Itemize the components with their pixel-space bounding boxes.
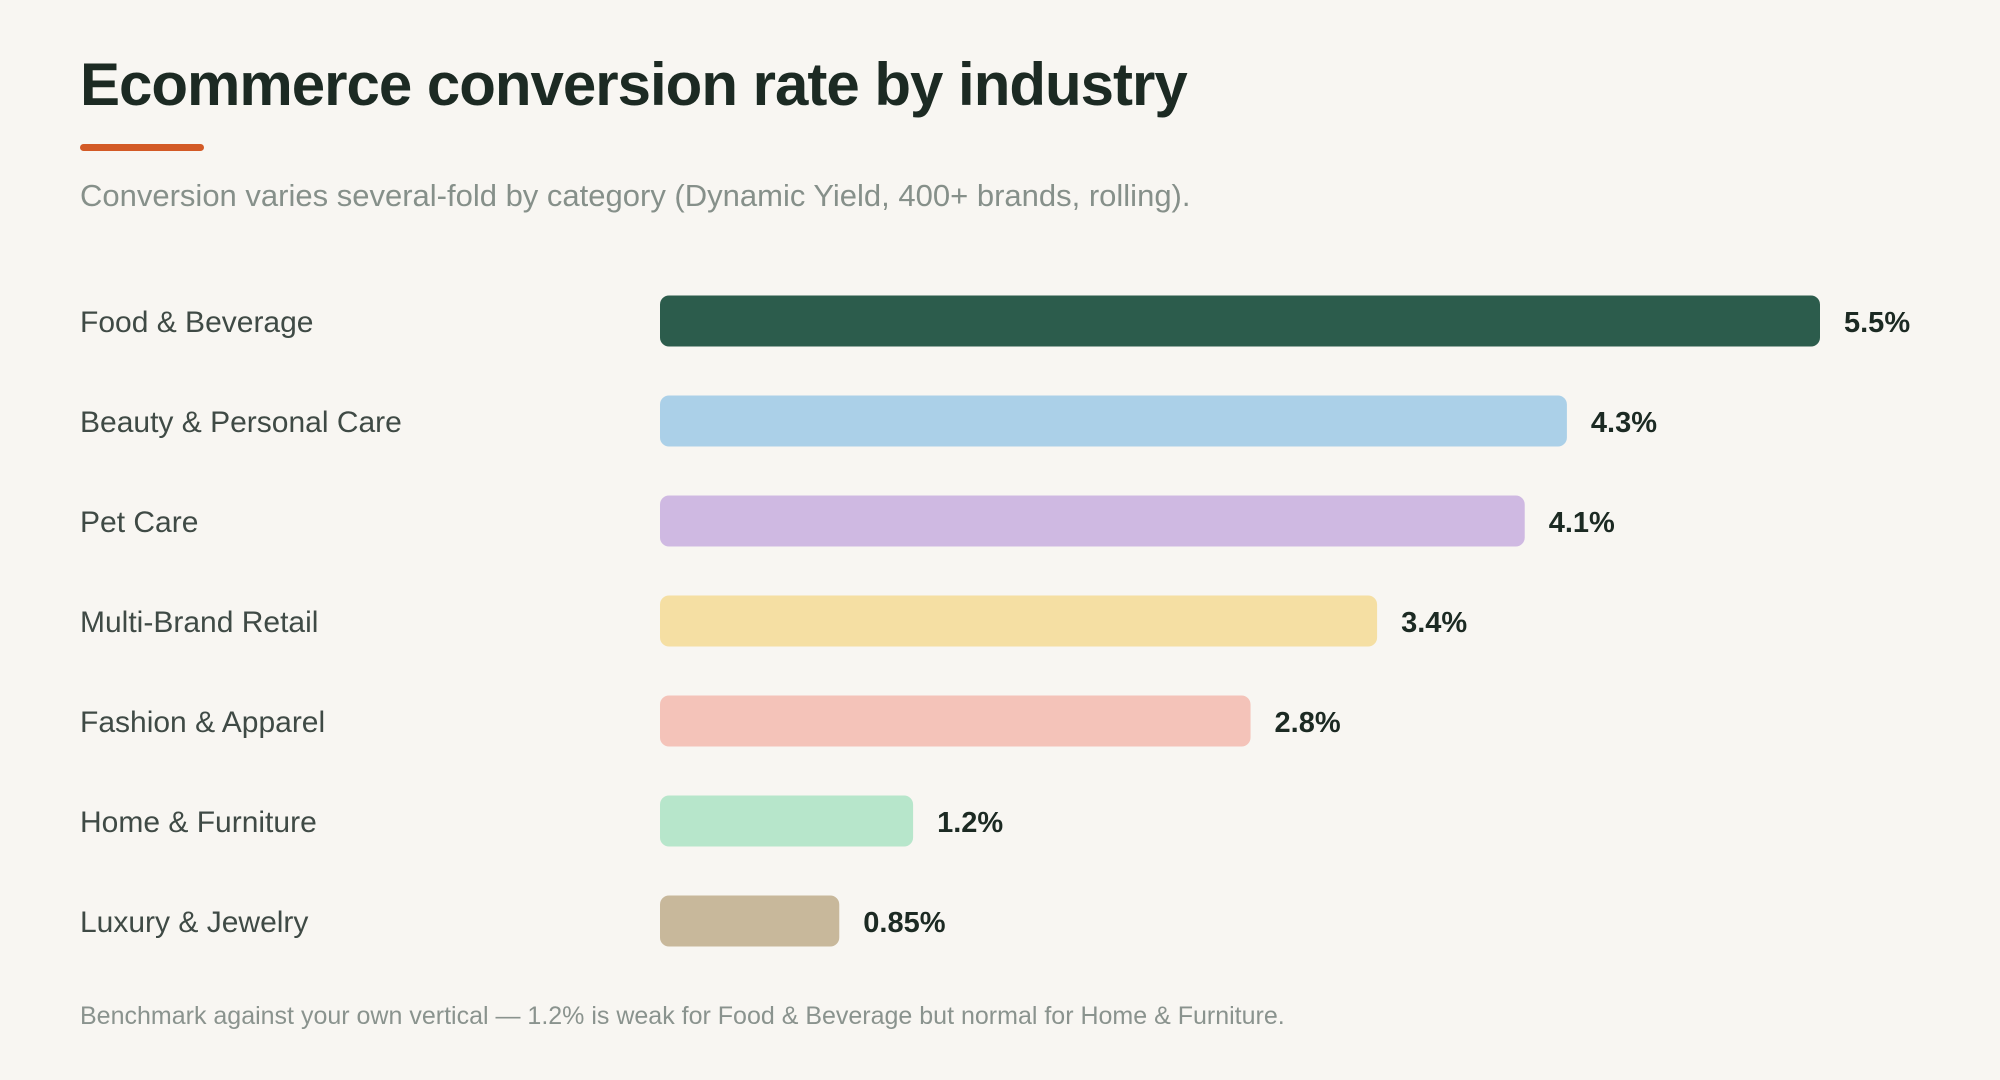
value-label: 2.8%	[1275, 707, 1341, 739]
category-label: Pet Care	[80, 506, 198, 539]
value-label: 0.85%	[863, 907, 945, 939]
value-label: 1.2%	[937, 807, 1003, 839]
category-label: Home & Furniture	[80, 806, 317, 839]
chart-title: Ecommerce conversion rate by industry	[80, 51, 1188, 118]
bar-row: Pet Care 4.1%	[80, 495, 1615, 547]
bar-row: Beauty & Personal Care 4.3%	[80, 395, 1657, 447]
category-label: Food & Beverage	[80, 306, 313, 339]
bar	[660, 395, 1567, 447]
category-label: Multi-Brand Retail	[80, 606, 318, 639]
title-accent-rule	[80, 144, 204, 151]
value-label: 5.5%	[1844, 307, 1910, 339]
value-label: 4.1%	[1549, 507, 1615, 539]
bar	[660, 495, 1525, 547]
bar-row: Food & Beverage 5.5%	[80, 295, 1910, 347]
value-label: 4.3%	[1591, 407, 1657, 439]
category-label: Luxury & Jewelry	[80, 906, 308, 939]
value-label: 3.4%	[1401, 607, 1467, 639]
category-label: Beauty & Personal Care	[80, 406, 402, 439]
bar-row: Multi-Brand Retail 3.4%	[80, 595, 1467, 647]
chart-footnote: Benchmark against your own vertical — 1.…	[80, 1002, 1285, 1030]
bar-row: Home & Furniture 1.2%	[80, 795, 1003, 847]
bar-row: Luxury & Jewelry 0.85%	[80, 895, 946, 947]
chart-subtitle: Conversion varies several-fold by catego…	[80, 178, 1191, 213]
category-label: Fashion & Apparel	[80, 706, 325, 739]
bar-row: Fashion & Apparel 2.8%	[80, 695, 1341, 747]
bar	[660, 595, 1378, 647]
bar	[660, 895, 840, 947]
bar	[660, 795, 914, 847]
bar	[660, 295, 1820, 347]
bar	[660, 695, 1251, 747]
bars-layer: Food & Beverage 5.5% Beauty & Personal Car…	[80, 295, 1910, 947]
